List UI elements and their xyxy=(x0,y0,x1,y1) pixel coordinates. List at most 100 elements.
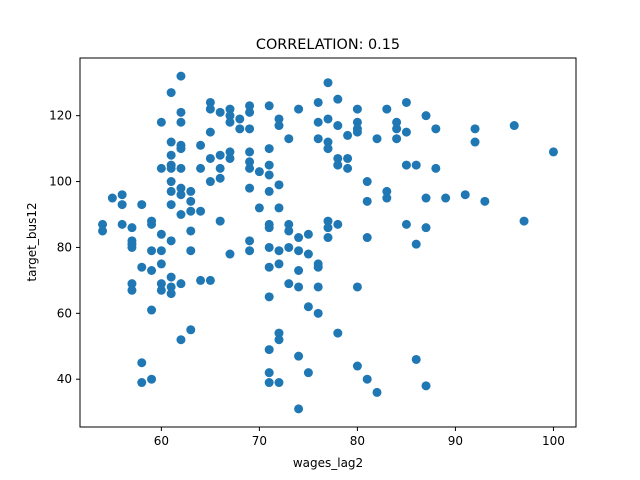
data-point xyxy=(264,101,274,111)
data-point xyxy=(176,117,186,127)
data-point xyxy=(264,186,274,196)
data-point xyxy=(205,97,215,107)
data-point xyxy=(186,226,196,236)
data-point xyxy=(264,262,274,272)
data-point xyxy=(176,163,186,173)
data-point xyxy=(156,246,166,256)
data-point xyxy=(166,289,176,299)
data-point xyxy=(196,206,206,216)
data-point xyxy=(333,219,343,229)
data-point xyxy=(205,104,215,114)
data-point xyxy=(284,219,294,229)
data-point xyxy=(245,107,255,117)
data-point xyxy=(156,279,166,289)
data-point xyxy=(225,249,235,259)
data-point xyxy=(362,233,372,243)
data-point xyxy=(176,183,186,193)
data-point xyxy=(323,78,333,88)
data-point xyxy=(294,233,304,243)
y-tick-label: 80 xyxy=(57,240,72,254)
data-point xyxy=(264,223,274,233)
data-point xyxy=(166,200,176,210)
points-layer xyxy=(98,71,558,414)
data-point xyxy=(156,229,166,239)
data-point xyxy=(264,368,274,378)
data-point xyxy=(303,368,313,378)
y-axis-ticks: 40 60 80 100 120 xyxy=(49,109,80,386)
data-point xyxy=(117,200,127,210)
data-point xyxy=(147,266,157,275)
data-point xyxy=(205,275,215,285)
data-point xyxy=(166,272,176,282)
data-point xyxy=(343,153,353,163)
data-point xyxy=(147,219,157,229)
data-point xyxy=(421,111,431,121)
data-point xyxy=(107,193,117,203)
data-point xyxy=(245,101,255,111)
data-point xyxy=(362,196,372,206)
data-point xyxy=(274,180,284,190)
plot-frame xyxy=(79,57,577,428)
data-point xyxy=(176,210,186,219)
data-point xyxy=(156,285,166,295)
data-point xyxy=(245,124,255,134)
data-point xyxy=(225,147,235,157)
data-point xyxy=(313,97,323,107)
data-point xyxy=(284,226,294,236)
data-point xyxy=(362,177,372,187)
data-point xyxy=(333,328,343,338)
data-point xyxy=(284,242,294,252)
y-tick-label: 120 xyxy=(49,109,72,123)
data-point xyxy=(166,163,176,173)
data-point xyxy=(509,121,519,131)
data-point xyxy=(401,160,411,170)
data-point xyxy=(176,107,186,117)
x-axis-ticks: 60 70 80 90 100 xyxy=(154,427,565,448)
data-point xyxy=(294,351,304,361)
data-point xyxy=(313,262,323,272)
data-point xyxy=(382,193,392,203)
data-point xyxy=(274,335,284,345)
data-point xyxy=(392,117,402,127)
data-point xyxy=(196,163,206,173)
data-point xyxy=(156,259,166,269)
data-point xyxy=(245,236,255,246)
data-point xyxy=(294,104,304,114)
data-point xyxy=(372,134,382,144)
data-point xyxy=(392,134,402,144)
data-point xyxy=(274,378,284,388)
data-point xyxy=(215,216,225,226)
data-point xyxy=(519,216,529,226)
data-point xyxy=(431,124,441,134)
data-point xyxy=(137,378,147,388)
data-point xyxy=(166,177,176,187)
data-point xyxy=(245,163,255,173)
data-point xyxy=(264,160,274,170)
data-point xyxy=(147,305,157,315)
data-point xyxy=(225,117,235,127)
data-point xyxy=(254,203,264,213)
data-point xyxy=(421,381,431,391)
data-point xyxy=(215,150,225,160)
data-point xyxy=(421,223,431,233)
x-tick-label: 100 xyxy=(542,434,565,448)
data-point xyxy=(274,259,284,269)
data-point xyxy=(274,246,284,256)
data-point xyxy=(166,236,176,246)
data-point xyxy=(313,134,323,144)
data-point xyxy=(294,246,304,256)
data-point xyxy=(264,170,274,180)
data-point xyxy=(274,203,284,213)
data-point xyxy=(264,292,274,302)
data-point xyxy=(137,200,147,210)
data-point xyxy=(225,111,235,121)
y-tick-label: 100 xyxy=(49,175,72,189)
data-point xyxy=(392,124,402,134)
data-point xyxy=(284,279,294,289)
data-point xyxy=(205,153,215,163)
data-point xyxy=(127,242,137,252)
data-point xyxy=(470,137,480,147)
data-point xyxy=(176,71,186,81)
data-point xyxy=(137,358,147,368)
